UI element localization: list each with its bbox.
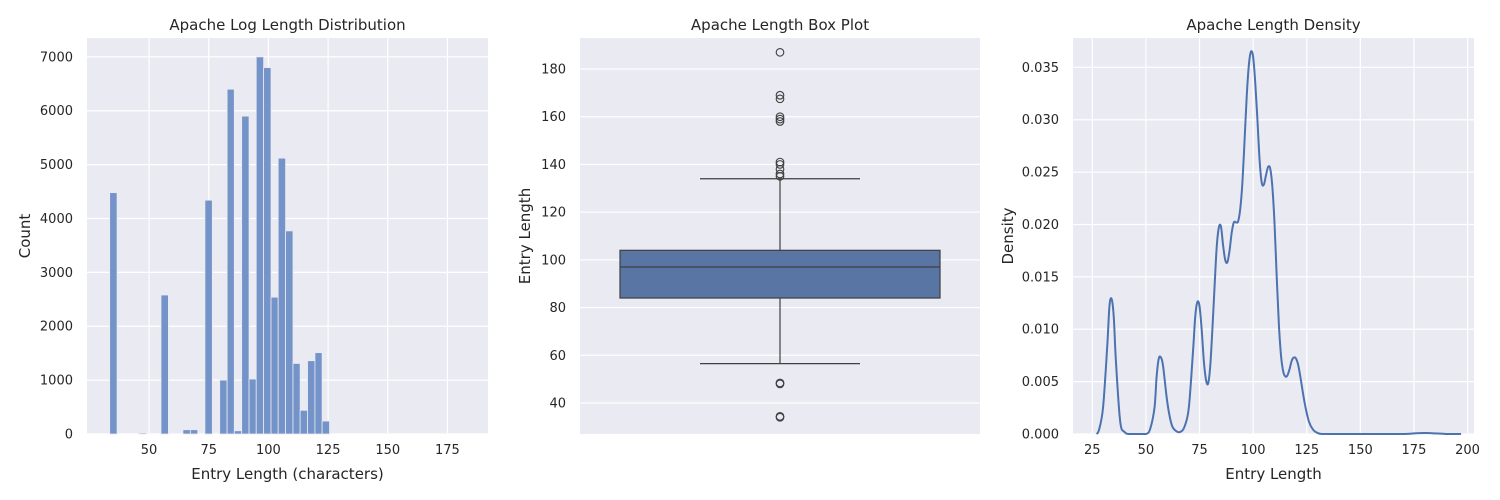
boxplot-y-tick-label: 40	[549, 396, 566, 411]
boxplot-y-tick-label: 160	[541, 110, 566, 125]
histogram-bar	[160, 294, 169, 435]
boxplot-y-axis-label: Entry Length	[516, 188, 534, 284]
density-y-tick-label: 0.035	[1022, 61, 1059, 76]
histogram-y-tick-labels: 0 1000 2000 3000 4000 5000 6000 7000	[40, 50, 73, 442]
boxplot-title: Apache Length Box Plot	[691, 16, 869, 34]
density-x-tick-label: 200	[1455, 443, 1480, 458]
histogram-y-tick-label: 2000	[40, 320, 73, 335]
density-y-tick-label: 0.030	[1022, 113, 1059, 128]
box-outlier	[775, 169, 785, 179]
histogram-bar	[138, 432, 147, 435]
boxplot-y-tick-labels: 40 60 80 100 120 140 160 180	[541, 63, 566, 412]
density-curve-group	[1095, 50, 1462, 435]
density-x-tick-labels: 25 50 75 100 125 150 175 200	[1084, 443, 1480, 458]
histogram-x-tick-labels: 50 75 100 125 150 175	[141, 443, 460, 458]
histogram-y-axis-label: Count	[16, 214, 34, 259]
histogram-bar	[248, 378, 257, 435]
histogram-y-tick-label: 7000	[40, 50, 73, 65]
histogram-bar	[299, 409, 308, 435]
histogram-y-tick-label: 1000	[40, 374, 73, 389]
histogram-bar	[277, 157, 286, 435]
box-outlier	[775, 157, 785, 167]
box-outlier	[775, 117, 785, 126]
density-y-axis-label: Density	[999, 207, 1017, 264]
histogram-bar	[307, 360, 316, 435]
histogram-x-tick-label: 50	[141, 443, 158, 458]
boxplot-y-tick-label: 80	[549, 301, 566, 316]
histogram-bar	[226, 88, 235, 435]
histogram-y-tick-label: 6000	[40, 104, 73, 119]
density-x-tick-label: 75	[1191, 443, 1208, 458]
boxplot-elements	[619, 47, 941, 422]
density-x-tick-label: 25	[1084, 443, 1101, 458]
density-x-tick-label: 125	[1294, 443, 1319, 458]
density-panel: 25 50 75 100 125 150 175 200 0.0000.0050.0100.0…	[999, 16, 1480, 483]
histogram-bar	[182, 429, 191, 435]
histogram-bar	[204, 199, 213, 435]
histogram-x-axis-label: Entry Length (characters)	[191, 465, 384, 483]
density-title: Apache Length Density	[1186, 16, 1360, 34]
histogram-bar	[189, 429, 199, 435]
histogram-bar	[263, 67, 272, 435]
boxplot-y-tick-label: 120	[541, 206, 566, 221]
histogram-bar	[321, 420, 330, 435]
histogram-bar	[314, 352, 323, 435]
box-outlier	[775, 160, 785, 169]
density-plot-area	[1073, 38, 1474, 434]
density-x-tick-label: 150	[1348, 443, 1373, 458]
histogram-panel: 50 75 100 125 150 175 0 1000 2000 3000 4000 5000 60…	[16, 16, 488, 483]
boxplot-y-tick-label: 180	[541, 63, 566, 78]
histogram-bar	[270, 296, 279, 435]
density-y-tick-label: 0.005	[1022, 375, 1059, 390]
density-grid	[1073, 38, 1474, 435]
density-y-tick-label: 0.000	[1022, 428, 1059, 443]
density-curve	[1095, 50, 1462, 435]
boxplot-y-tick-label: 100	[541, 253, 566, 268]
density-y-tick-labels: 0.000 0.005 0.010 0.015 0.020 0.025 0.030 0.035	[1022, 61, 1059, 443]
histogram-bars	[109, 56, 330, 435]
box-iqr	[619, 249, 941, 299]
box-outlier	[775, 90, 785, 100]
density-y-tick-label: 0.020	[1022, 218, 1059, 233]
histogram-x-tick-label: 175	[435, 443, 460, 458]
density-x-tick-label: 100	[1241, 443, 1266, 458]
histogram-bar	[219, 379, 228, 435]
boxplot-panel: 40 60 80 100 120 140 160 180 Apache Length Box …	[516, 16, 980, 434]
boxplot-y-tick-label: 140	[541, 158, 566, 173]
histogram-y-tick-label: 5000	[40, 158, 73, 173]
box-outlier	[775, 378, 785, 388]
histogram-x-tick-label: 150	[375, 443, 400, 458]
density-y-tick-label: 0.025	[1022, 166, 1059, 181]
histogram-bar	[241, 115, 250, 435]
histogram-title: Apache Log Length Distribution	[169, 16, 405, 34]
histogram-y-tick-label: 3000	[40, 266, 73, 281]
histogram-x-tick-label: 125	[316, 443, 341, 458]
density-x-tick-label: 175	[1402, 443, 1427, 458]
density-x-axis-label: Entry Length	[1225, 465, 1321, 483]
box-outlier	[775, 47, 785, 57]
box-outlier	[775, 94, 785, 104]
histogram-y-tick-label: 0	[65, 428, 73, 443]
box-outlier	[775, 411, 785, 421]
histogram-x-tick-label: 100	[256, 443, 281, 458]
histogram-y-tick-label: 4000	[40, 212, 73, 227]
histogram-bar	[233, 430, 243, 435]
histogram-bar	[255, 56, 265, 435]
density-x-tick-label: 50	[1138, 443, 1155, 458]
histogram-bar	[292, 363, 301, 435]
density-y-tick-label: 0.015	[1022, 270, 1059, 285]
box-outlier	[775, 112, 785, 122]
histogram-bar	[285, 230, 294, 435]
density-y-tick-label: 0.010	[1022, 323, 1059, 338]
boxplot-y-tick-label: 60	[549, 349, 566, 364]
histogram-x-tick-label: 75	[200, 443, 217, 458]
box-outlier	[775, 114, 785, 124]
histogram-bar	[109, 192, 118, 435]
